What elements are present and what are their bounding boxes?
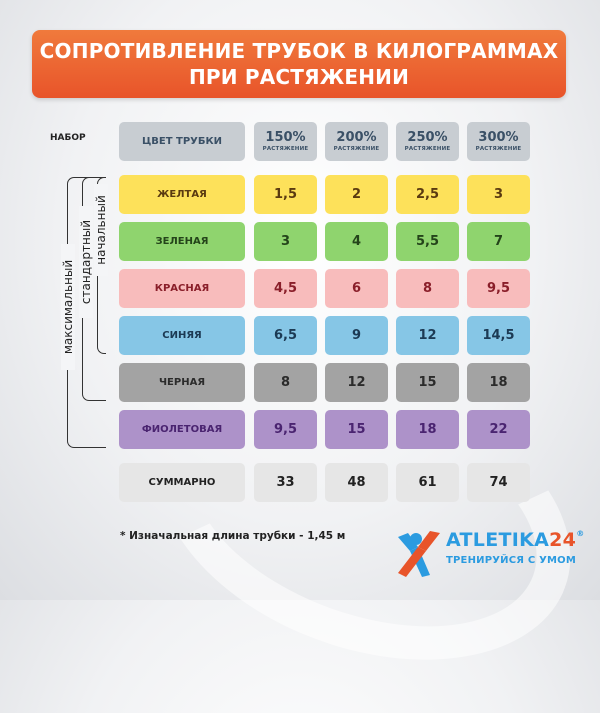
color-header: ЦВЕТ ТРУБКИ [119,122,245,161]
resistance-value-cell: 6 [325,269,388,308]
resistance-value-cell: 12 [396,316,459,355]
tube-color-label: КРАСНАЯ [119,269,245,308]
column-header-250: 250% РАСТЯЖЕНИЕ [396,122,459,161]
resistance-value-cell: 2,5 [396,175,459,214]
logo-number: 24 [549,529,577,551]
title-line-2: ПРИ РАСТЯЖЕНИИ [188,65,410,89]
tube-color-label: ФИОЛЕТОВАЯ [119,410,245,449]
resistance-value-cell: 15 [396,363,459,402]
logo-wordmark: ATLETIKA [446,529,550,551]
column-header-150: 150% РАСТЯЖЕНИЕ [254,122,317,161]
registered-mark: ® [576,529,585,538]
tube-color-label: СИНЯЯ [119,316,245,355]
set-header: НАБОР [50,133,86,143]
column-sub: РАСТЯЖЕНИЕ [475,145,522,152]
total-value-cell: 33 [254,463,317,502]
resistance-value-cell: 14,5 [467,316,530,355]
tube-color-label: ЖЕЛТАЯ [119,175,245,214]
resistance-value-cell: 3 [467,175,530,214]
tube-color-label: ЧЕРНАЯ [119,363,245,402]
resistance-value-cell: 4,5 [254,269,317,308]
set-label-maximum: максимальный [61,244,75,370]
total-label: СУММАРНО [119,463,245,502]
column-pct: 250% [407,129,448,145]
resistance-value-cell: 8 [254,363,317,402]
resistance-value-cell: 18 [396,410,459,449]
resistance-value-cell: 1,5 [254,175,317,214]
column-sub: РАСТЯЖЕНИЕ [333,145,380,152]
logo-tagline: ТРЕНИРУЙСЯ С УМОМ [446,555,576,566]
resistance-value-cell: 12 [325,363,388,402]
resistance-value-cell: 3 [254,222,317,261]
column-sub: РАСТЯЖЕНИЕ [262,145,309,152]
total-value-cell: 48 [325,463,388,502]
column-header-200: 200% РАСТЯЖЕНИЕ [325,122,388,161]
column-header-300: 300% РАСТЯЖЕНИЕ [467,122,530,161]
resistance-value-cell: 2 [325,175,388,214]
column-sub: РАСТЯЖЕНИЕ [404,145,451,152]
footnote: * Изначальная длина трубки - 1,45 м [120,530,346,542]
resistance-value-cell: 9,5 [467,269,530,308]
title-banner: СОПРОТИВЛЕНИЕ ТРУБОК В КИЛОГРАММАХ ПРИ Р… [32,30,566,98]
total-value-cell: 74 [467,463,530,502]
tube-color-label: ЗЕЛЕНАЯ [119,222,245,261]
column-pct: 200% [336,129,377,145]
total-value-cell: 61 [396,463,459,502]
column-pct: 150% [265,129,306,145]
logo-name: ATLETIKA24® [446,529,585,551]
resistance-value-cell: 22 [467,410,530,449]
resistance-value-cell: 9 [325,316,388,355]
resistance-value-cell: 18 [467,363,530,402]
resistance-value-cell: 5,5 [396,222,459,261]
atletika-logo: ATLETIKA24® ТРЕНИРУЙСЯ С УМОМ [396,529,586,579]
resistance-value-cell: 7 [467,222,530,261]
resistance-value-cell: 6,5 [254,316,317,355]
resistance-value-cell: 9,5 [254,410,317,449]
resistance-value-cell: 4 [325,222,388,261]
title-line-1: СОПРОТИВЛЕНИЕ ТРУБОК В КИЛОГРАММАХ [39,39,559,63]
runner-icon [398,531,440,577]
resistance-value-cell: 15 [325,410,388,449]
set-label-initial: начальный [94,184,108,276]
set-label-standard: стандартный [79,206,93,318]
resistance-value-cell: 8 [396,269,459,308]
column-pct: 300% [478,129,519,145]
